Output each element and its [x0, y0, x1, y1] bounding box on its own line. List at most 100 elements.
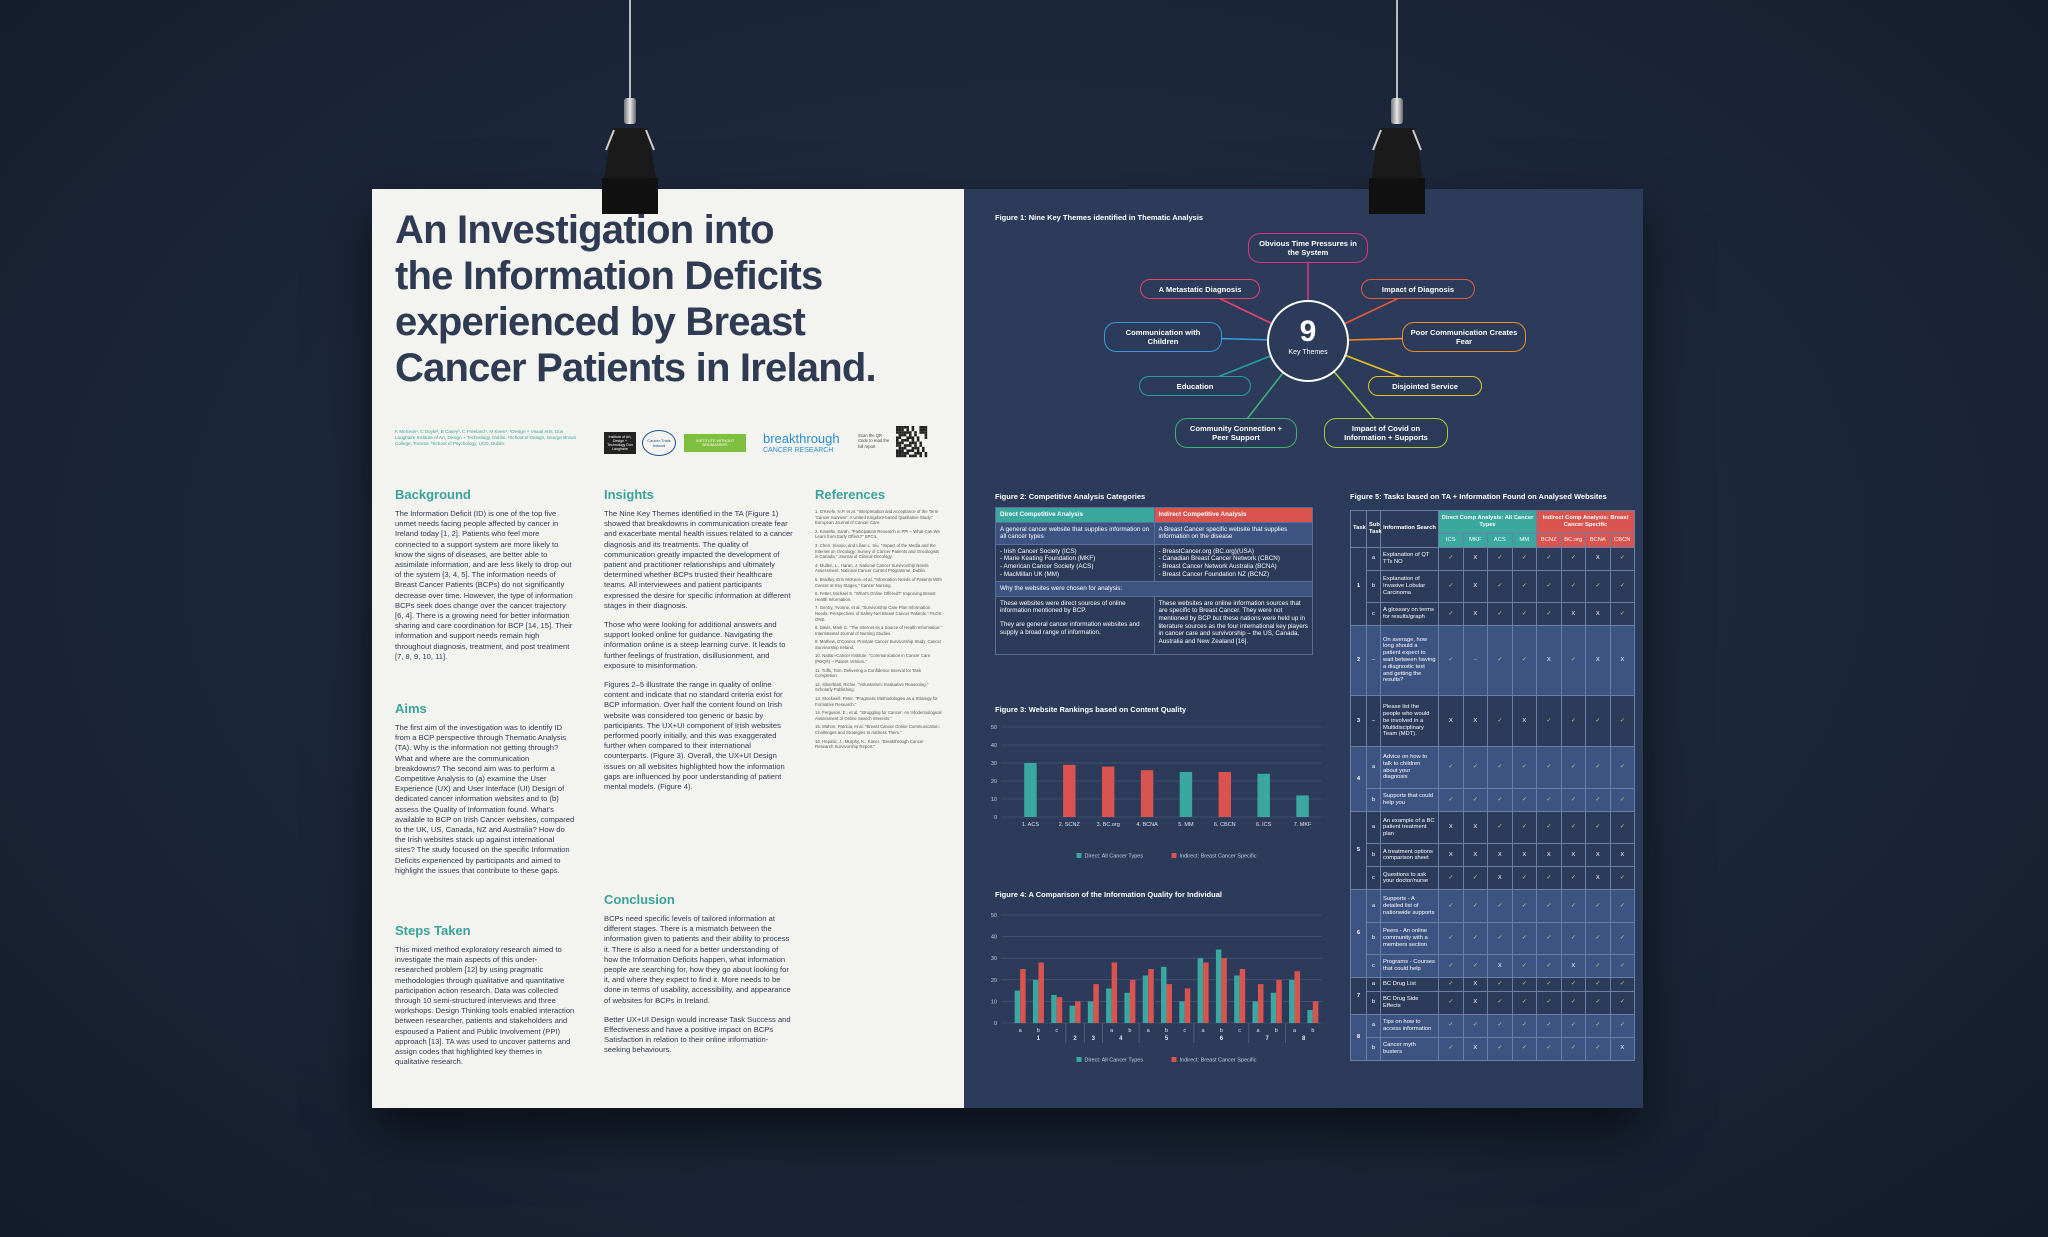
site: - Marie Keating Foundation (MKF)	[1000, 555, 1096, 563]
qr-cell	[906, 444, 909, 447]
theme-node: Poor Communication Creates Fear	[1402, 322, 1526, 352]
qr-cell	[916, 449, 920, 452]
cell: - Irish Cancer Society (ICS) - Marie Keat…	[995, 543, 1155, 583]
site: - American Cancer Society (ACS)	[1000, 562, 1094, 570]
qr-cell	[901, 431, 904, 434]
qr-cell	[919, 441, 922, 445]
logo: Institute of Art, Design + Technology Dú…	[604, 432, 636, 454]
mark-cell: ✓	[1487, 695, 1513, 748]
mark-cell: ✓	[1487, 811, 1513, 845]
mark-cell: X	[1536, 624, 1562, 697]
tasks-table: Task Sub Task Information Search Direct Com…	[1350, 510, 1635, 1062]
qr-cell	[922, 426, 925, 429]
x-tick-label: a	[1019, 1028, 1023, 1034]
qr-cell	[896, 436, 899, 439]
qr-cell	[914, 446, 917, 450]
mark-cell: ✓	[1536, 569, 1562, 603]
reference: 1. O'Keefe, N.P. et al. "Interpretation …	[815, 509, 939, 526]
bar	[1140, 770, 1154, 817]
x-tick-label: c	[1238, 1028, 1241, 1034]
x-group-label: 7	[1265, 1036, 1269, 1042]
reference: 10. Nattan-Cancer Institute. "Communicat…	[815, 653, 931, 665]
qr-cell	[919, 452, 922, 455]
search-cell: Supports - A detailed list of nationwide…	[1380, 889, 1439, 923]
figure-title: Figure 2: Competitive Analysis Categorie…	[995, 492, 1146, 501]
x-tick-label: 2. SCNZ	[1059, 822, 1081, 828]
qr-cell	[898, 444, 902, 447]
qr-cell	[901, 446, 904, 450]
x-group-label: 5	[1165, 1036, 1169, 1042]
legend-label: Direct: All Cancer Types	[1085, 854, 1144, 860]
figure-title: Figure 4: A Comparison of the Informatio…	[995, 890, 1222, 899]
x-tick-label: 1. ACS	[1022, 822, 1039, 828]
reference: 9. Mathew, O'Connor. Prostate Cancer Sur…	[815, 639, 942, 650]
reference: 5. Bradley, Erin McKeon, et al. "Informa…	[815, 576, 942, 588]
qr-cell	[898, 452, 902, 455]
qr-cell	[909, 433, 912, 437]
x-tick-label: 6. ICS	[1256, 822, 1272, 828]
site: - MacMillan UK (MM)	[1000, 570, 1060, 578]
search-cell: On average, how long should a patient ex…	[1380, 624, 1439, 697]
qr-cell	[924, 454, 928, 458]
qr-cell	[901, 426, 904, 429]
qr-cell	[906, 431, 909, 434]
cell: - BreastCancer.org (BC.org)(USA) - Canadi…	[1153, 543, 1313, 583]
title-line: the Information Deficits	[395, 254, 823, 298]
mark-cell: X	[1609, 1036, 1635, 1062]
qr-caption: Scan the QR Code to read the full report	[858, 433, 890, 449]
y-tick-label: 40	[991, 935, 997, 941]
qr-cell	[909, 449, 912, 452]
x-tick-label: a	[1147, 1028, 1151, 1034]
mark-cell: ✓	[1438, 746, 1464, 790]
bar	[1179, 1001, 1185, 1023]
qr-cell	[906, 449, 909, 452]
qr-cell	[919, 426, 922, 429]
qr-cell	[898, 433, 902, 437]
bar	[1148, 969, 1154, 1023]
hanger	[602, 0, 658, 214]
search-cell: A treatment options comparison sheet	[1380, 843, 1439, 868]
x-group-label: 6	[1220, 1036, 1224, 1042]
why-text: These websites were direct sources of on…	[1000, 599, 1126, 615]
bar	[1215, 949, 1222, 1023]
bar	[1289, 979, 1295, 1023]
title-line: An Investigation into	[395, 208, 775, 252]
bar	[1252, 1001, 1258, 1023]
reference: 16. Hepatic, J., Murphy, K., Kaner. "Bre…	[815, 738, 924, 750]
qr-cell	[898, 454, 902, 458]
site: - BreastCancer.org (BC.org)(USA)	[1158, 547, 1255, 555]
qr-cell	[916, 436, 920, 439]
figures: Figure 3: Website Rankings based on Cont…	[991, 248, 1465, 1064]
x-tick-label: b	[1275, 1028, 1278, 1034]
bar	[1087, 1001, 1094, 1023]
mark-cell: ✓	[1536, 889, 1562, 923]
mark-cell: ✓	[1487, 1036, 1513, 1062]
theme-node: Obvious Time Pressures in the System	[1248, 233, 1368, 263]
reference: 6. Fetter, Michael S. "What's Online Off…	[815, 591, 936, 602]
header-cell: Indirect Competitive Analysis	[1153, 507, 1313, 523]
y-tick-label: 10	[991, 999, 997, 1005]
bar	[1101, 766, 1115, 817]
mark-cell: ✓	[1585, 1036, 1611, 1062]
task-row: 3– Please list the people who would be in…	[1350, 695, 1635, 748]
task-row: 2– On average, how long should a patient …	[1350, 624, 1635, 697]
reference: 7. Gentry, Yvonne, et al. "Survivorship …	[815, 605, 942, 622]
bar	[1218, 772, 1232, 817]
x-group-label: 1	[1037, 1036, 1041, 1042]
x-tick-label: a	[1256, 1028, 1260, 1034]
reference: 11. Tuffs, Tom. Delivering a Confidence …	[815, 667, 921, 679]
bar	[1032, 979, 1039, 1023]
qr-cell	[906, 426, 909, 429]
title-line: Cancer Patients in Ireland.	[395, 346, 877, 390]
paragraph: Better UX+UI Design would increase Task …	[604, 1014, 791, 1055]
qr-cell	[903, 446, 907, 450]
y-tick-label: 0	[994, 815, 997, 821]
title-line: experienced by Breast	[395, 300, 806, 344]
bar	[1075, 1001, 1081, 1023]
site: - Irish Cancer Society (ICS)	[1000, 547, 1077, 555]
reference: 15. Mahon, Patricia, et al. "Breast Canc…	[815, 724, 940, 735]
paragraph: The Information Deficit (ID) is one of t…	[395, 509, 573, 661]
qr-cell	[896, 428, 899, 432]
search-cell: Please list the people who would be invo…	[1380, 695, 1439, 748]
